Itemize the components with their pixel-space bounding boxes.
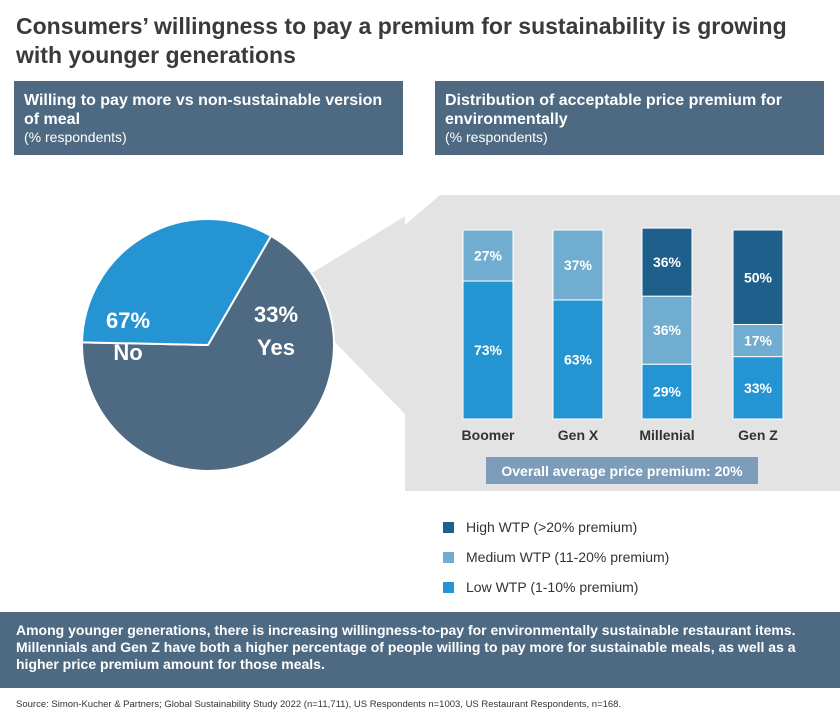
bar-label-medium-3: 17% — [744, 333, 773, 349]
pie-slice-yes — [81, 218, 273, 347]
bar-segment-medium-2 — [641, 295, 693, 365]
bar-segment-medium-1 — [552, 229, 604, 301]
legend-item-high: High WTP (>20% premium) — [443, 512, 669, 542]
bar-label-high-2: 36% — [653, 254, 682, 270]
pie-label-pct-no: 67% — [106, 308, 150, 333]
pie-slice-no — [81, 234, 335, 472]
x-tick-2: Millenial — [639, 427, 694, 443]
bar-label-low-0: 73% — [474, 342, 503, 358]
legend-swatch-medium — [443, 551, 454, 563]
legend-swatch-low — [443, 581, 454, 593]
bar-panel-subheading: (% respondents) — [445, 129, 548, 145]
zoom-connector — [284, 195, 440, 450]
bar-label-medium-1: 37% — [564, 257, 593, 273]
legend-label-low: Low WTP (1-10% premium) — [466, 579, 639, 595]
pie-label-yes: Yes — [257, 335, 295, 360]
bar-label-low-2: 29% — [653, 384, 682, 400]
bar-panel-heading: Distribution of acceptable price premium… — [445, 92, 782, 128]
bar-label-medium-0: 27% — [474, 248, 503, 264]
bar-segment-low-3 — [732, 356, 784, 420]
legend-label-high: High WTP (>20% premium) — [466, 519, 638, 535]
page-title: Consumers’ willingness to pay a premium … — [16, 13, 787, 68]
source-note: Source: Simon-Kucher & Partners; Global … — [16, 699, 622, 710]
bar-segment-high-2 — [641, 227, 693, 297]
bar-segment-low-2 — [641, 363, 693, 420]
bar-segment-medium-3 — [732, 324, 784, 358]
bar-label-low-3: 33% — [744, 380, 773, 396]
bar-segment-high-3 — [732, 229, 784, 325]
chart-canvas: 67% No 33% Yes 73% 27% Boomer 63% 37% Gen X 29% 36%… — [81, 195, 840, 491]
bar-label-high-3: 50% — [744, 269, 773, 285]
bar-segment-low-0 — [462, 280, 514, 420]
pie-panel-subheading: (% respondents) — [24, 129, 127, 145]
x-tick-0: Boomer — [462, 427, 515, 443]
bar-label-low-1: 63% — [564, 351, 593, 367]
bar-label-medium-2: 36% — [653, 322, 682, 338]
pie-label-no: No — [113, 340, 142, 365]
bar-panel-header: Distribution of acceptable price premium… — [435, 81, 824, 155]
pie-panel-header: Willing to pay more vs non-sustainable v… — [14, 81, 403, 155]
average-badge-label: Overall average price premium: 20% — [501, 463, 743, 479]
x-tick-3: Gen Z — [738, 427, 778, 443]
pie-panel-heading: Willing to pay more vs non-sustainable v… — [24, 92, 383, 128]
x-tick-1: Gen X — [558, 427, 599, 443]
pie-label-pct-yes: 33% — [254, 302, 298, 327]
legend-swatch-high — [443, 521, 454, 533]
legend-item-low: Low WTP (1-10% premium) — [443, 572, 669, 602]
panel-corner-notch — [405, 195, 440, 225]
legend: High WTP (>20% premium) Medium WTP (11-2… — [443, 512, 669, 602]
average-badge — [486, 457, 758, 484]
summary-box: Among younger generations, there is incr… — [0, 612, 840, 688]
legend-label-medium: Medium WTP (11-20% premium) — [466, 549, 670, 565]
bar-segment-medium-0 — [462, 229, 514, 282]
legend-item-medium: Medium WTP (11-20% premium) — [443, 542, 669, 572]
